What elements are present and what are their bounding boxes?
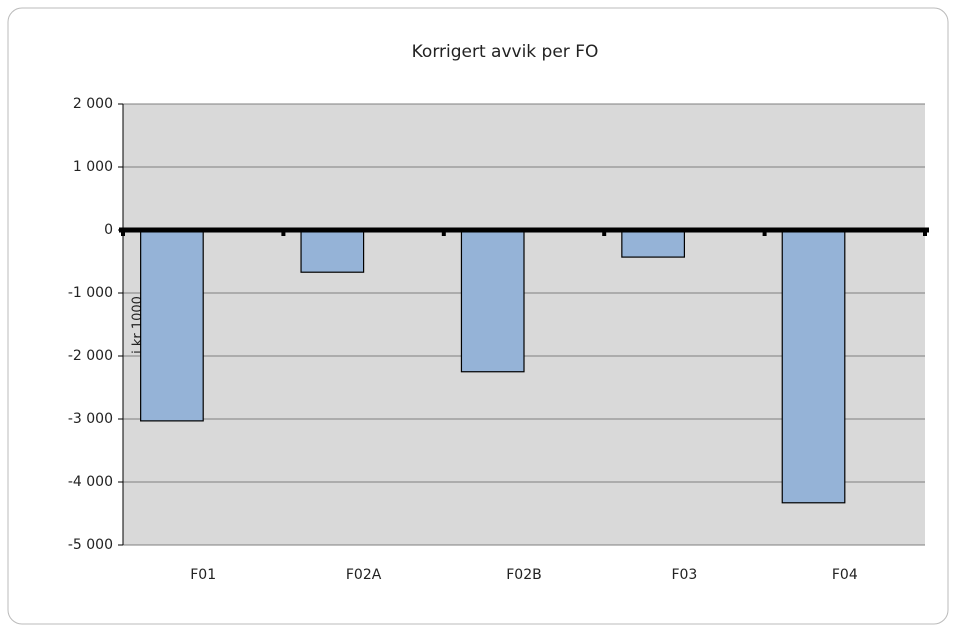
y-tick-label: 1 000 (73, 159, 113, 175)
x-tick-label: F02B (506, 567, 541, 583)
x-tick-label: F02A (346, 567, 382, 583)
chart-title: Korrigert avvik per FO (412, 42, 599, 62)
bar (140, 229, 204, 422)
bar (781, 229, 846, 504)
y-tick-label: -5 000 (68, 537, 113, 553)
x-tick-label: F03 (671, 567, 697, 583)
y-tick-label: 0 (104, 222, 113, 238)
y-tick-label: 2 000 (73, 96, 113, 112)
y-tick-label: -2 000 (68, 348, 113, 364)
bar (621, 229, 685, 258)
x-tick-label: F04 (832, 567, 858, 583)
y-tick-label: -3 000 (68, 411, 113, 427)
bar (300, 229, 365, 273)
y-tick-label: -4 000 (68, 474, 113, 490)
bar (460, 229, 525, 373)
x-tick-label: F01 (190, 567, 216, 583)
y-tick-label: -1 000 (68, 285, 113, 301)
